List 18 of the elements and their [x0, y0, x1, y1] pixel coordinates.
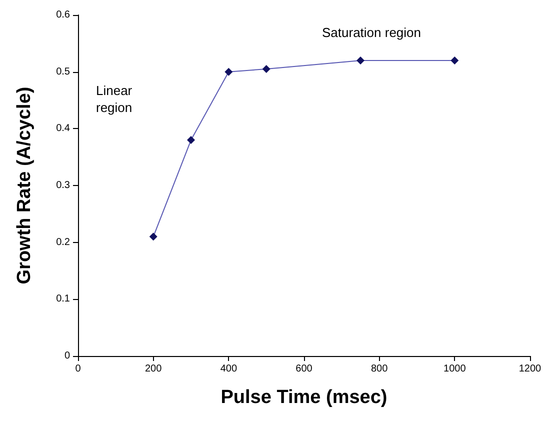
y-tick-label: 0.4	[56, 123, 70, 134]
y-tick-label: 0	[64, 350, 70, 362]
x-tick-label: 1000	[444, 364, 466, 374]
annotation: Saturation region	[322, 25, 422, 40]
y-tick-label: 0.2	[56, 236, 70, 248]
y-tick-label: 0.6	[56, 10, 70, 20]
x-tick-label: 1200	[518, 364, 542, 374]
annotation: Linear region	[96, 83, 136, 115]
y-tick-label: 0.5	[56, 66, 70, 78]
x-tick-label: 200	[144, 364, 162, 374]
x-tick-label: 400	[220, 364, 238, 374]
y-tick-label: 0.1	[56, 294, 70, 305]
y-tick-label: 0.3	[56, 180, 70, 191]
x-tick-label: 0	[75, 364, 82, 374]
x-tick-label: 600	[296, 364, 313, 374]
y-axis-title: Growth Rate (A/cycle)	[14, 86, 35, 284]
x-axis-title: Pulse Time (msec)	[220, 387, 388, 408]
x-tick-label: 800	[370, 364, 388, 374]
